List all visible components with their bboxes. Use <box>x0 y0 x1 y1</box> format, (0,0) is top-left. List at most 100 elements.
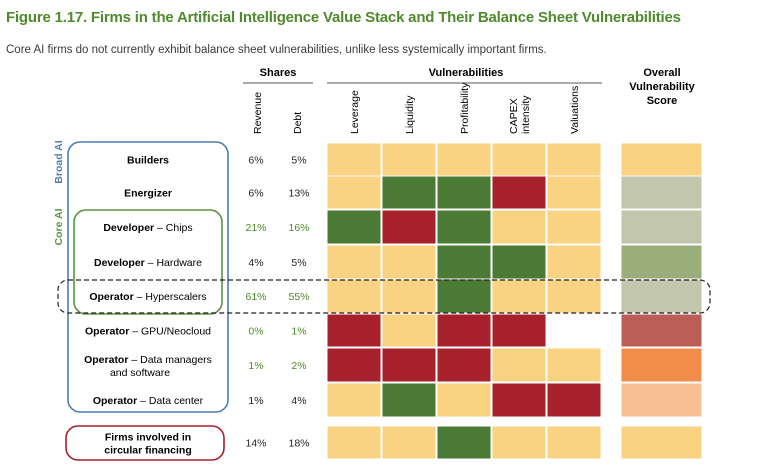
revenue-share-operator-gpu-neocloud: 0% <box>248 326 263 338</box>
cell-operator-hyperscalers-liquidity <box>381 278 437 314</box>
col-header-liquidity: Liquidity <box>404 95 416 134</box>
cell-operator-data-center-profitability <box>436 382 492 418</box>
cell-operator-data-center-liquidity <box>381 382 437 418</box>
revenue-share-energizer: 6% <box>248 188 263 200</box>
cell-operator-data-center-capex-intensity <box>491 382 547 418</box>
overall-score-developer-chips <box>620 209 703 245</box>
overall-header-line-3: Score <box>647 95 678 107</box>
cell-firms-involved-in-circular-financing-capex-intensity <box>491 425 547 460</box>
debt-share-firms-involved-in-circular-financing: 18% <box>288 438 309 450</box>
revenue-share-operator-hyperscalers: 61% <box>245 291 266 303</box>
figure-subtitle: Core AI firms do not currently exhibit b… <box>6 44 547 56</box>
cell-operator-gpu-neocloud-leverage <box>326 313 382 348</box>
debt-share-energizer: 13% <box>288 188 309 200</box>
revenue-share-builders: 6% <box>248 155 263 167</box>
cell-builders-liquidity <box>381 142 437 177</box>
overall-score-firms-involved-in-circular-financing <box>620 425 703 460</box>
cell-builders-profitability <box>436 142 492 177</box>
cell-developer-hardware-profitability <box>436 244 492 280</box>
broad-ai-frame <box>67 141 229 413</box>
cell-builders-capex-intensity <box>491 142 547 177</box>
col-header-debt: Debt <box>292 112 304 134</box>
debt-share-builders: 5% <box>291 155 306 167</box>
cell-firms-involved-in-circular-financing-profitability <box>436 425 492 460</box>
cell-operator-data-managers-and-software-liquidity <box>381 347 437 383</box>
overall-header-line-2: Vulnerability <box>629 81 695 93</box>
cell-energizer-liquidity <box>381 175 437 210</box>
overall-score-operator-hyperscalers <box>620 278 703 314</box>
cell-developer-hardware-leverage <box>326 244 382 280</box>
row-label-builders: Builders <box>127 155 169 167</box>
cell-operator-data-managers-and-software-capex-intensity <box>491 347 547 383</box>
cell-operator-data-center-valuations <box>546 382 602 418</box>
cell-developer-hardware-capex-intensity <box>491 244 547 280</box>
cell-energizer-valuations <box>546 175 602 210</box>
cell-energizer-profitability <box>436 175 492 210</box>
col-header-capex-intensity-line-1: CAPEX <box>508 98 520 134</box>
cell-firms-involved-in-circular-financing-liquidity <box>381 425 437 460</box>
row-label-operator-gpu-neocloud: Operator – GPU/Neocloud <box>85 326 211 338</box>
col-header-revenue: Revenue <box>252 92 264 134</box>
row-label-operator-data-managers-and-software-line-2: and software <box>110 367 170 379</box>
debt-share-developer-hardware: 5% <box>291 257 306 269</box>
cell-operator-hyperscalers-profitability <box>436 278 492 314</box>
revenue-share-firms-involved-in-circular-financing: 14% <box>245 438 266 450</box>
col-header-valuations: Valuations <box>569 86 581 134</box>
col-header-leverage: Leverage <box>349 90 361 134</box>
row-label-developer-chips: Developer – Chips <box>103 222 192 234</box>
col-header-profitability: Profitability <box>459 82 471 134</box>
revenue-share-developer-hardware: 4% <box>248 257 263 269</box>
overall-score-operator-data-center <box>620 382 703 418</box>
row-label-operator-hyperscalers: Operator – Hyperscalers <box>89 291 206 303</box>
core-ai-label: Core AI <box>53 208 65 245</box>
overall-score-operator-data-managers-and-software <box>620 347 703 383</box>
circular-financing-frame <box>65 425 225 461</box>
row-label-firms-involved-in-circular-financing-line-2: circular financing <box>104 445 192 457</box>
cell-operator-gpu-neocloud-liquidity <box>381 313 437 348</box>
cell-developer-hardware-valuations <box>546 244 602 280</box>
cell-developer-chips-profitability <box>436 209 492 245</box>
cell-operator-data-managers-and-software-leverage <box>326 347 382 383</box>
hyperscalers-highlight-frame <box>57 279 711 314</box>
debt-share-operator-data-center: 4% <box>291 395 306 407</box>
row-label-firms-involved-in-circular-financing-line-1: Firms involved in <box>105 432 191 444</box>
debt-share-operator-gpu-neocloud: 1% <box>291 326 306 338</box>
row-label-operator-data-center: Operator – Data center <box>93 395 204 407</box>
cell-energizer-capex-intensity <box>491 175 547 210</box>
row-label-operator-data-managers-and-software-line-1: Operator – Data managers <box>84 354 212 366</box>
cell-energizer-leverage <box>326 175 382 210</box>
row-label-developer-hardware: Developer – Hardware <box>94 257 202 269</box>
cell-operator-data-managers-and-software-valuations <box>546 347 602 383</box>
broad-ai-label: Broad AI <box>53 140 65 183</box>
cell-developer-chips-leverage <box>326 209 382 245</box>
core-ai-frame <box>73 209 223 315</box>
cell-operator-hyperscalers-leverage <box>326 278 382 314</box>
revenue-share-operator-data-center: 1% <box>248 395 263 407</box>
cell-operator-hyperscalers-valuations <box>546 278 602 314</box>
overall-score-energizer <box>620 175 703 210</box>
revenue-share-operator-data-managers-and-software: 1% <box>248 360 263 372</box>
cell-developer-hardware-liquidity <box>381 244 437 280</box>
figure-title: Figure 1.17. Firms in the Artificial Int… <box>6 9 681 26</box>
cell-developer-chips-valuations <box>546 209 602 245</box>
cell-firms-involved-in-circular-financing-leverage <box>326 425 382 460</box>
cell-firms-involved-in-circular-financing-valuations <box>546 425 602 460</box>
cell-builders-valuations <box>546 142 602 177</box>
overall-score-developer-hardware <box>620 244 703 280</box>
cell-operator-data-center-leverage <box>326 382 382 418</box>
revenue-share-developer-chips: 21% <box>245 222 266 234</box>
row-label-energizer: Energizer <box>124 188 172 200</box>
shares-header: Shares <box>260 67 297 79</box>
cell-operator-gpu-neocloud-capex-intensity <box>491 313 547 348</box>
debt-share-developer-chips: 16% <box>288 222 309 234</box>
cell-operator-data-managers-and-software-profitability <box>436 347 492 383</box>
debt-share-operator-data-managers-and-software: 2% <box>291 360 306 372</box>
overall-header-line-1: Overall <box>643 67 680 79</box>
cell-operator-gpu-neocloud-profitability <box>436 313 492 348</box>
col-header-capex-intensity-line-2: intensity <box>520 95 532 134</box>
cell-operator-gpu-neocloud-valuations <box>546 313 602 348</box>
vulnerabilities-header: Vulnerabilities <box>429 67 504 79</box>
cell-developer-chips-capex-intensity <box>491 209 547 245</box>
cell-builders-leverage <box>326 142 382 177</box>
